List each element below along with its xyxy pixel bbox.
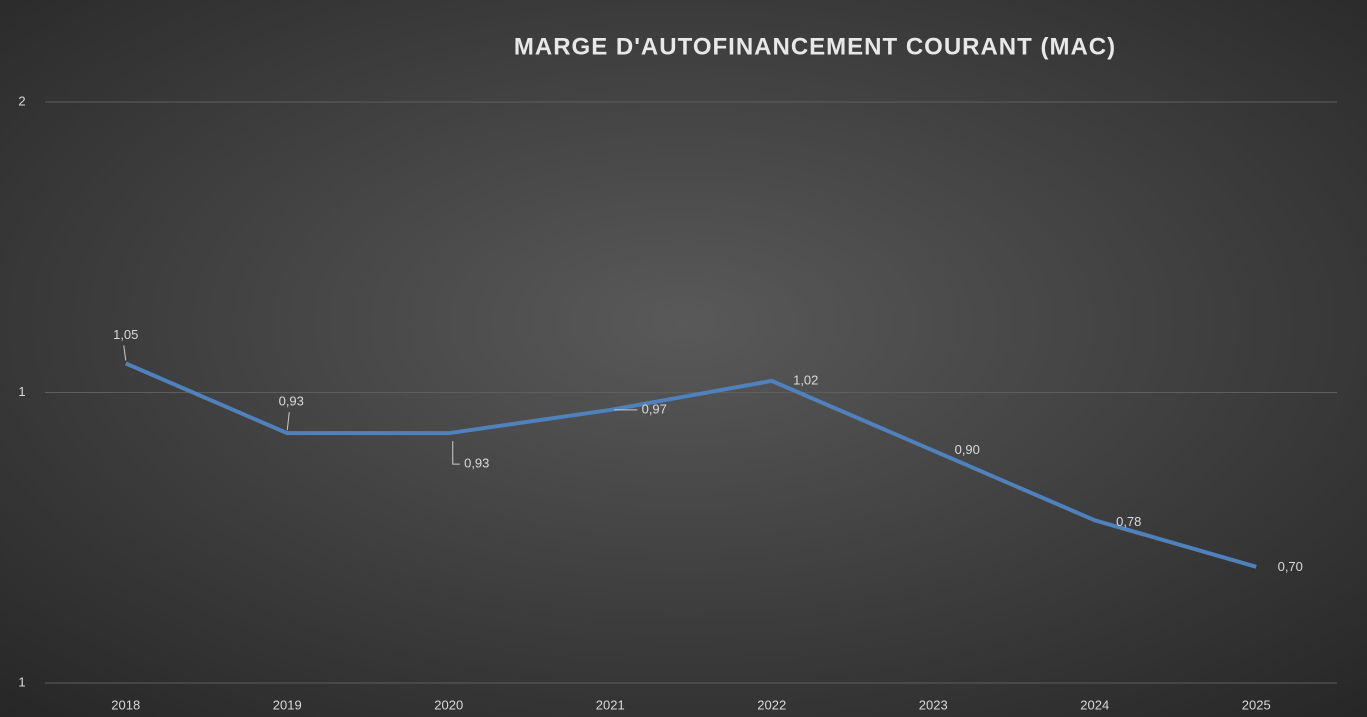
data-label: 0,97 — [642, 401, 667, 416]
x-tick-label: 2022 — [757, 697, 786, 712]
x-tick-label: 2025 — [1242, 697, 1271, 712]
data-label: 1,05 — [113, 327, 138, 342]
data-label: 0,93 — [279, 394, 304, 409]
x-tick-label: 2024 — [1080, 697, 1109, 712]
line — [124, 361, 1257, 569]
data-label: 0,90 — [955, 442, 980, 457]
y-tick-label: 1 — [18, 674, 25, 689]
data-label: 0,93 — [464, 456, 489, 471]
y-tick-label: 2 — [18, 93, 25, 108]
x-tick-label: 2021 — [596, 697, 625, 712]
chart-title: MARGE D'AUTOFINANCEMENT COURANT (MAC) — [514, 33, 1116, 60]
data-label: 0,78 — [1116, 514, 1141, 529]
x-tick-label: 2023 — [919, 697, 948, 712]
data-label: 1,02 — [793, 372, 818, 387]
x-tick-label: 2019 — [273, 697, 302, 712]
leader-line — [452, 441, 460, 465]
data-label: 0,70 — [1278, 559, 1303, 574]
y-tick-label: 1 — [18, 384, 25, 399]
x-tick-label: 2018 — [111, 697, 140, 712]
leader-line — [286, 412, 290, 431]
x-tick-label: 2020 — [434, 697, 463, 712]
leader-line — [123, 345, 127, 361]
